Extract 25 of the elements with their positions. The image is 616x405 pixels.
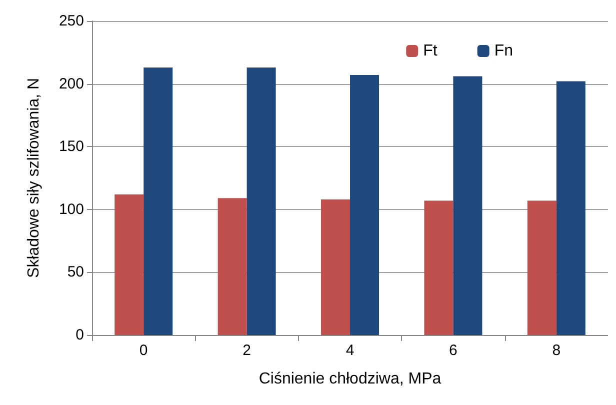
bar [246, 67, 276, 335]
x-axis-title: Ciśnienie chłodziwa, MPa [258, 370, 442, 388]
bar [350, 75, 379, 335]
x-tick-label: 0 [139, 342, 148, 359]
x-tick-label: 8 [552, 342, 561, 359]
bar [556, 81, 586, 335]
y-tick-label: 250 [58, 12, 84, 30]
x-tick-label: 6 [449, 342, 458, 359]
bar [453, 76, 482, 335]
y-tick-label: 150 [58, 138, 84, 156]
bar [424, 200, 454, 335]
bar [321, 199, 350, 335]
legend-label: Ft [423, 42, 438, 60]
y-tick-label: 50 [67, 264, 84, 281]
bar [218, 198, 247, 335]
bar [114, 194, 144, 335]
y-tick-label: 100 [58, 200, 84, 218]
y-tick-label: 200 [58, 75, 84, 92]
x-tick-label: 2 [242, 342, 251, 359]
y-axis-title: Składowe siły szlifowania, N [26, 78, 42, 278]
y-tick-label: 0 [76, 326, 84, 344]
bar [144, 67, 173, 335]
bar [527, 200, 556, 335]
x-tick-label: 4 [346, 342, 354, 359]
legend-label: Fn [494, 42, 513, 60]
